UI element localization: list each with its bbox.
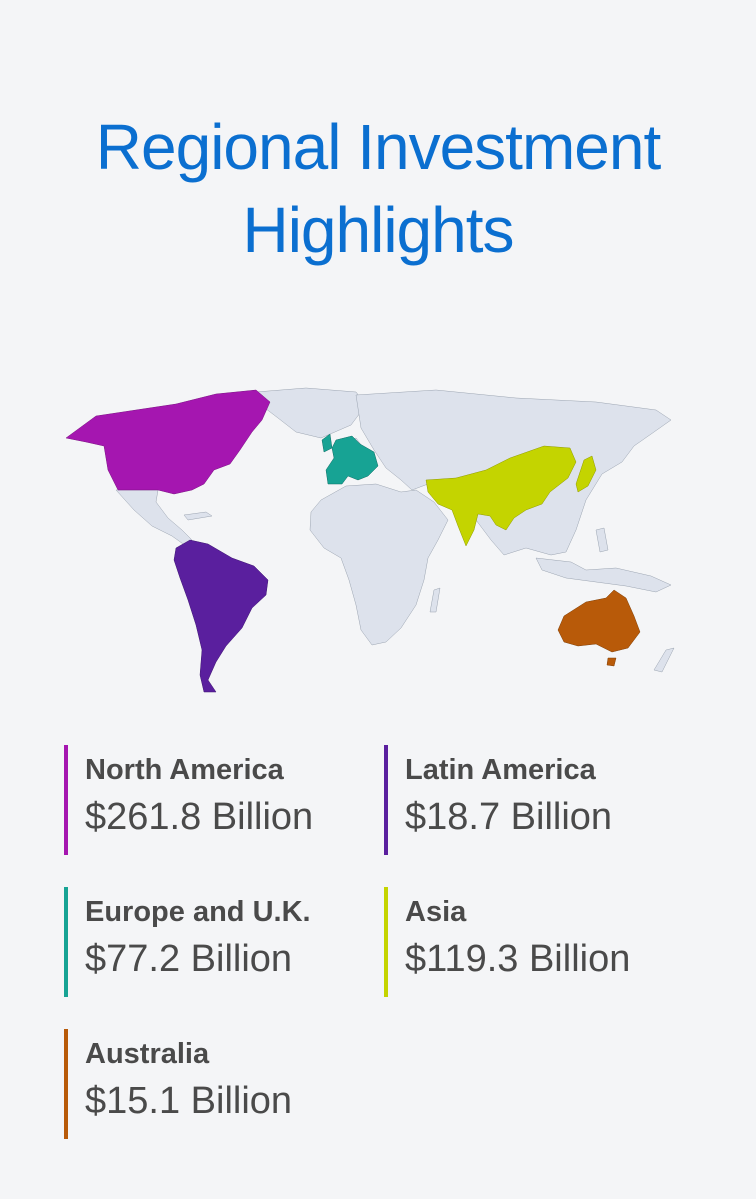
map-region-tasmania — [606, 657, 617, 667]
map-region-latin-america — [173, 539, 269, 693]
legend-value: $119.3 Billion — [405, 938, 631, 980]
legend-north-america: North America $261.8 Billion — [64, 745, 364, 855]
legend-value: $261.8 Billion — [85, 796, 314, 838]
legend-australia: Australia $15.1 Billion — [64, 1029, 364, 1139]
legend-label: Asia — [405, 896, 467, 928]
map-philippines — [595, 527, 609, 553]
legend-europe: Europe and U.K. $77.2 Billion — [64, 887, 364, 997]
map-region-europe — [325, 435, 379, 485]
page-title: Regional Investment Highlights — [95, 111, 661, 266]
legend-value: $15.1 Billion — [85, 1080, 293, 1122]
map-region-australia — [557, 589, 641, 653]
map-madagascar — [429, 587, 441, 613]
legend-label: Australia — [85, 1038, 210, 1070]
map-region-asia — [425, 445, 577, 547]
map-caribbean — [183, 511, 213, 521]
legend-asia: Asia $119.3 Billion — [384, 887, 684, 997]
map-new-zealand — [653, 647, 675, 673]
map-africa — [309, 483, 449, 646]
legend-label: Latin America — [405, 754, 596, 786]
legend-latin-america: Latin America $18.7 Billion — [384, 745, 684, 855]
legend-label: Europe and U.K. — [85, 896, 311, 928]
map-indonesia — [535, 557, 672, 593]
map-region-japan — [575, 455, 597, 493]
world-map — [65, 387, 675, 693]
map-region-uk — [321, 433, 333, 453]
legend-value: $18.7 Billion — [405, 796, 613, 838]
legend-label: North America — [85, 754, 284, 786]
map-greenland — [255, 387, 367, 439]
map-region-north-america — [65, 389, 271, 495]
map-central-america — [115, 489, 193, 547]
legend-value: $77.2 Billion — [85, 938, 293, 980]
